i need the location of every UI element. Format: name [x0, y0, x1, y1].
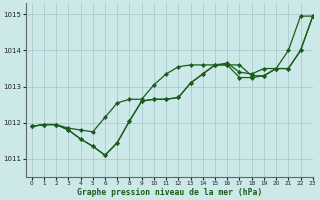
X-axis label: Graphe pression niveau de la mer (hPa): Graphe pression niveau de la mer (hPa) — [76, 188, 262, 197]
